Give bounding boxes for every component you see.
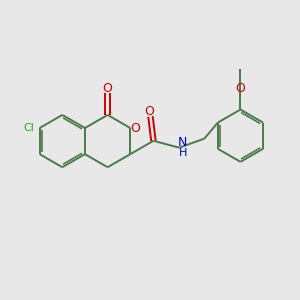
Text: Cl: Cl — [23, 123, 34, 133]
Text: O: O — [236, 82, 245, 95]
Text: O: O — [102, 82, 112, 95]
Text: N: N — [178, 136, 188, 149]
Text: O: O — [144, 105, 154, 118]
Text: O: O — [131, 122, 141, 134]
Text: H: H — [179, 148, 187, 158]
